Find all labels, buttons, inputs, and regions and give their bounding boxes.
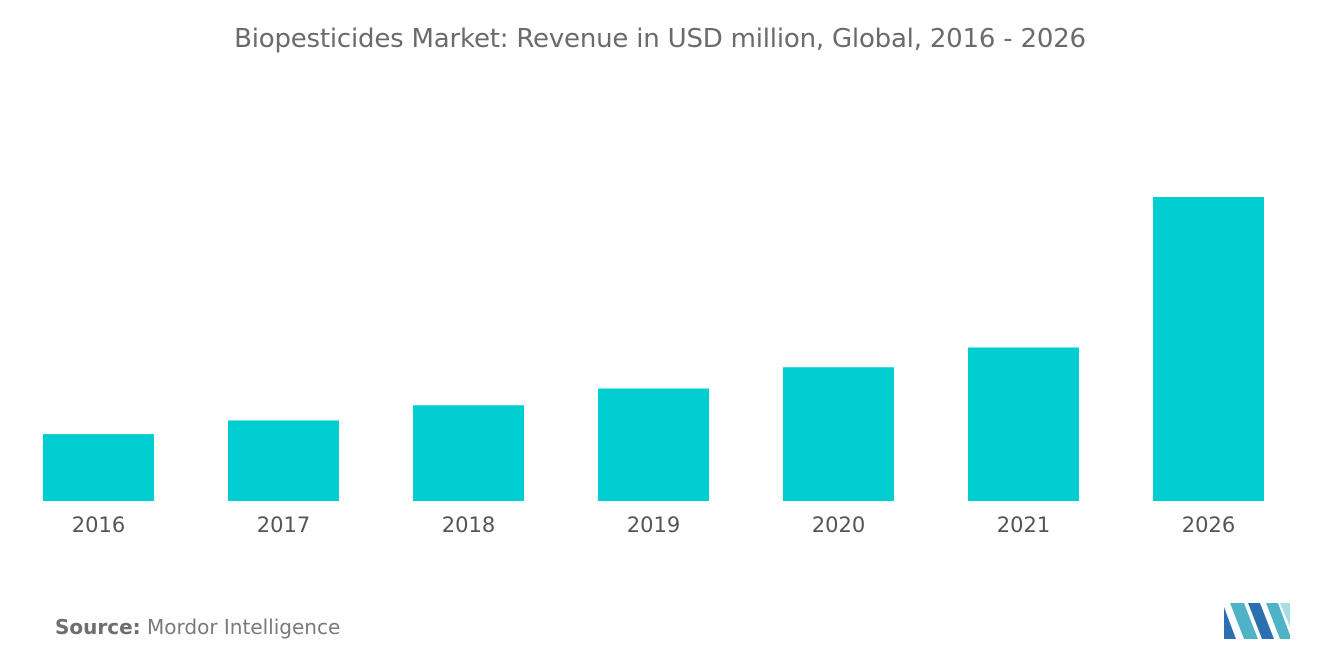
bar-2017	[228, 420, 339, 501]
x-tick-label-2020: 2020	[812, 513, 865, 537]
mordor-intelligence-logo-icon	[1224, 603, 1290, 639]
x-tick-label-2021: 2021	[997, 513, 1050, 537]
bar-2026	[1153, 197, 1264, 501]
x-tick-label-2019: 2019	[627, 513, 680, 537]
source-label: Source:	[55, 615, 141, 639]
x-tick-label-2017: 2017	[257, 513, 310, 537]
bar-2018	[413, 405, 524, 501]
x-tick-label-2026: 2026	[1182, 513, 1235, 537]
x-tick-label-2018: 2018	[442, 513, 495, 537]
bar-2016	[43, 434, 154, 501]
bar-2019	[598, 388, 709, 501]
source-text: Mordor Intelligence	[147, 615, 341, 639]
chart-title: Biopesticides Market: Revenue in USD mil…	[234, 24, 1086, 54]
x-tick-label-2016: 2016	[72, 513, 125, 537]
bar-2020	[783, 367, 894, 501]
source-note: Source: Mordor Intelligence	[55, 615, 340, 639]
bar-2021	[968, 347, 1079, 501]
